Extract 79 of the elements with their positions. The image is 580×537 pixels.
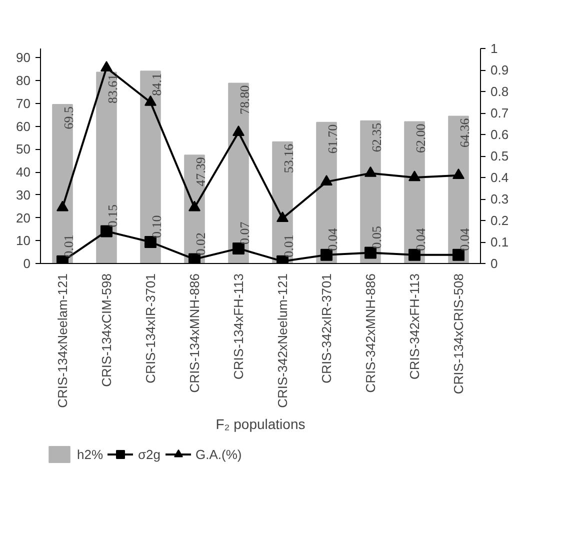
x-tick-label: CRIS-342xNeelum-121 (275, 273, 290, 408)
point (188, 200, 200, 212)
y2-tick-label: 0.8 (490, 84, 509, 99)
x-tick-label: CRIS-134xMNH-886 (187, 274, 202, 393)
data-label: 0.04 (325, 228, 340, 251)
y-tick-label: 60 (16, 118, 31, 134)
data-label: 83.61 (105, 74, 120, 104)
x-tick-label: CRIS-134xFH-113 (231, 273, 246, 380)
y2-tick-label: 0 (490, 256, 498, 271)
point (320, 248, 332, 261)
y-tick-label: 90 (16, 50, 31, 66)
data-label: 0.01 (281, 234, 296, 258)
bar (360, 120, 381, 264)
data-label: 53.16 (281, 143, 296, 174)
y-tick-label: 20 (16, 210, 31, 226)
point (144, 95, 156, 106)
data-label: 0.05 (369, 226, 384, 249)
bar (228, 82, 249, 264)
point (320, 174, 332, 186)
x-tick-label: CRIS-134xCIM-598 (99, 273, 114, 387)
data-label: 84.1 (149, 73, 164, 96)
y2-tick-label: 0.9 (490, 62, 509, 78)
y2-tick-label: 0.6 (490, 127, 509, 142)
point (452, 248, 464, 261)
y2-tick-label: 0.3 (490, 192, 509, 206)
y-tick-label: 30 (16, 187, 31, 202)
data-label: 0.15 (105, 204, 120, 228)
data-label: 0.10 (149, 215, 164, 238)
bar (96, 72, 117, 264)
y-tick-label: 70 (16, 96, 31, 111)
legend-label: σ2g (138, 446, 161, 462)
y2-tick-label: 0.1 (490, 234, 509, 250)
data-label: 0.01 (61, 234, 76, 258)
y-tick-label: 10 (16, 233, 31, 248)
data-label: 62.35 (369, 122, 384, 152)
bar (52, 104, 73, 264)
x-tick-label: CRIS-342xFH-113 (407, 273, 422, 380)
y2-tick-label: 0.7 (490, 106, 509, 120)
x-axis-title: F₂ populations (216, 416, 306, 432)
point (100, 61, 112, 72)
y-tick-label: 0 (23, 256, 31, 271)
x-tick-label: CRIS-342xMNH-886 (363, 274, 378, 393)
point (452, 168, 464, 180)
point (100, 225, 112, 238)
data-label: 47.39 (193, 157, 208, 186)
legend-label: G.A.(%) (196, 446, 242, 462)
data-label: 62.00 (413, 124, 428, 153)
point (408, 170, 420, 182)
y2-tick-label: 1 (490, 41, 498, 56)
y-tick-label: 40 (16, 164, 31, 180)
data-label: 0.04 (457, 228, 472, 251)
bar (448, 116, 469, 264)
bar (140, 70, 161, 264)
point (56, 200, 68, 212)
point (232, 126, 244, 136)
point (144, 236, 156, 248)
legend-label: h2% (77, 446, 104, 462)
x-tick-label: CRIS-134xIR-3701 (143, 274, 158, 384)
point (408, 248, 420, 261)
data-label: 0.07 (237, 221, 252, 244)
y-tick-label: 80 (16, 73, 31, 88)
point (232, 242, 244, 254)
x-tick-label: CRIS-134xNeelam-121 (55, 273, 70, 408)
data-label: 61.70 (325, 124, 340, 154)
data-label: 78.80 (237, 85, 252, 115)
point (364, 246, 376, 259)
x-tick-label: CRIS-134xCRIS-508 (451, 274, 466, 394)
data-label: 0.02 (193, 232, 208, 256)
y2-tick-label: 0.5 (490, 148, 509, 164)
point (188, 253, 200, 264)
data-label: 0.04 (413, 228, 428, 251)
y2-tick-label: 0.4 (490, 170, 509, 185)
y2-tick-label: 0.2 (490, 213, 509, 228)
point (276, 212, 288, 222)
y-tick-label: 50 (16, 142, 31, 157)
x-tick-label: CRIS-342xIR-3701 (319, 274, 334, 384)
data-label: 64.36 (457, 118, 472, 148)
data-label: 69.5 (61, 106, 76, 130)
point (364, 166, 376, 177)
